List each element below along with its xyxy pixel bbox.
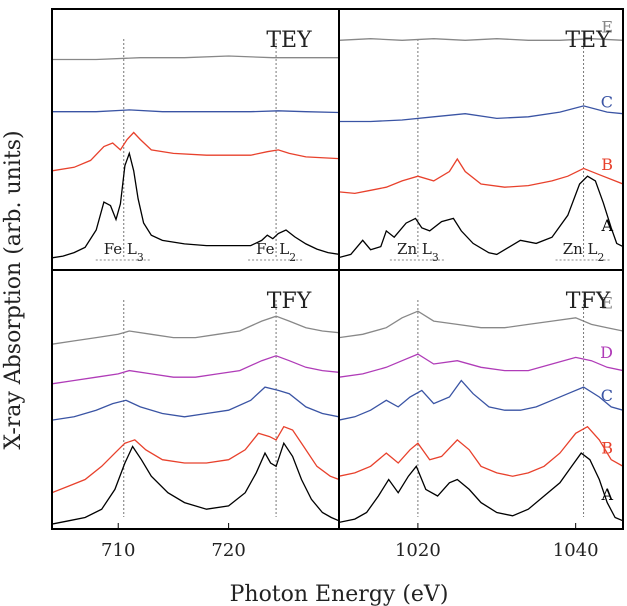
x-tick-label: 1020 [395,540,441,561]
series-label-E: E [601,294,613,313]
series-line-B [52,425,339,494]
annotation-label: Zn L3 [397,240,439,264]
series-line-E [52,315,339,345]
series-line-E [52,55,339,61]
y-axis-label: X-ray Absorption (arb. units) [1,130,26,449]
series-label-D: D [600,343,613,362]
series-line-C [339,105,623,123]
series-label-A: A [600,216,613,235]
series-line-E [339,38,623,41]
series-line-A [52,441,339,525]
x-tick-label: 720 [211,540,245,561]
annotation-label: Fe L3 [104,240,144,264]
series-line-C [339,379,623,421]
annotation-label: Fe L2 [256,240,296,264]
series-label-B: B [601,155,613,174]
series-line-B [339,425,623,477]
panel-title: TEY [266,28,312,53]
series-line-D [339,353,623,378]
series-label-C: C [601,93,613,112]
series-line-A [339,175,623,259]
x-axis-label: Photon Energy (eV) [230,582,449,606]
series-line-B [339,157,623,195]
series-line-A [339,452,623,524]
series-line-B [52,131,339,172]
panel-bottom-left: TFY 710 720 [52,289,339,561]
series-line-E [339,310,623,339]
series-label-E: E [601,18,613,37]
series-label-A: A [600,485,613,504]
series-label-B: B [601,439,613,458]
series-line-C [52,386,339,421]
panel-title: TEY [565,28,611,53]
panel-top-left: TEY Fe L3 Fe L2 [52,28,339,264]
figure-frame [51,8,624,530]
panel-title: TFY [267,289,312,314]
x-tick-label: 1040 [553,540,599,561]
series-line-C [52,109,339,114]
series-line-D [52,355,339,385]
annotation-label: Zn L2 [563,240,605,264]
series-line-A [52,151,339,259]
x-tick-label: 710 [101,540,135,561]
panel-title: TFY [566,289,611,314]
series-label-C: C [601,386,613,405]
